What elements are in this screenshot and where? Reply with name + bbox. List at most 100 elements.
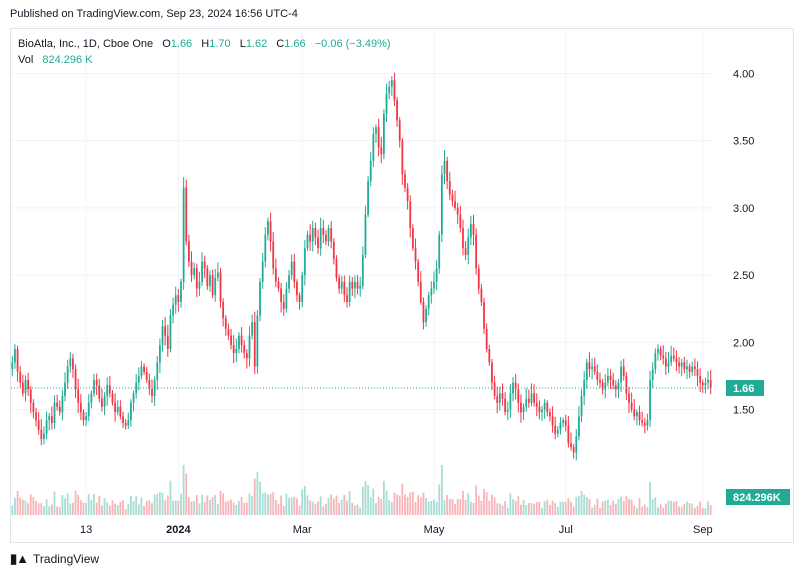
volume-bar <box>591 507 593 515</box>
candle-body <box>440 174 443 235</box>
candle-body <box>164 326 167 336</box>
volume-bar <box>699 501 702 515</box>
candle-body <box>567 425 570 444</box>
volume-bar <box>195 495 198 515</box>
volume-bar <box>101 505 103 515</box>
volume-badge-label: 824.296K <box>733 492 781 504</box>
candle-body <box>448 180 451 195</box>
y-tick-label: 4.00 <box>733 68 754 80</box>
volume-bar <box>607 499 609 515</box>
candle-body <box>85 416 88 421</box>
volume-bar <box>64 498 66 515</box>
candle-body <box>675 358 678 363</box>
volume-bar <box>393 492 396 515</box>
volume-bar <box>625 496 628 515</box>
candle-body <box>137 375 140 383</box>
candle-body <box>253 322 256 367</box>
candle-body <box>635 412 638 417</box>
volume-bar <box>103 498 106 515</box>
volume-bar <box>338 502 340 515</box>
volume-bar <box>585 497 588 515</box>
tradingview-logo-icon: ▮▲ <box>10 551 29 566</box>
volume-bar <box>32 497 35 515</box>
candle-body <box>306 234 309 249</box>
candle-body <box>90 393 93 403</box>
volume-bar <box>567 498 570 515</box>
volume-bar <box>649 482 651 515</box>
volume-bar <box>380 499 383 515</box>
volume-bar <box>95 502 98 515</box>
volume-bar <box>143 505 145 515</box>
volume-bar <box>240 496 243 515</box>
volume-bar <box>158 492 161 515</box>
candle-body <box>43 433 45 440</box>
volume-bar <box>93 494 95 515</box>
candle-body <box>488 349 491 363</box>
candle-body <box>166 335 169 350</box>
candle-body <box>343 281 346 296</box>
candle-body <box>433 281 435 289</box>
candle-body <box>691 366 694 372</box>
candle-body <box>664 358 667 367</box>
candle-body <box>607 375 609 383</box>
volume-bar <box>628 498 630 515</box>
volume-bar <box>462 490 464 515</box>
volume-bar <box>533 503 536 515</box>
volume-bar <box>638 497 641 515</box>
volume-bar <box>79 500 82 515</box>
candle-body <box>438 234 441 269</box>
volume-bar <box>164 500 167 515</box>
volume-bar <box>377 496 380 515</box>
volume-bar <box>14 497 16 515</box>
volume-bar <box>480 500 483 515</box>
candle-body <box>288 275 290 289</box>
volume-bar <box>546 499 549 515</box>
volume-bar <box>314 504 317 515</box>
volume-bar <box>325 503 327 515</box>
candle-body <box>628 393 630 403</box>
candle-body <box>140 366 143 376</box>
candle-body <box>498 393 501 403</box>
volume-bar <box>570 501 572 515</box>
candle-body <box>114 402 116 413</box>
volume-bar <box>16 490 19 515</box>
volume-badge <box>726 489 790 505</box>
volume-bar <box>425 498 427 515</box>
candle-body <box>549 412 551 417</box>
volume-bar <box>520 504 522 515</box>
candle-body <box>322 228 325 235</box>
candle-body <box>198 281 201 289</box>
volume-bar <box>435 501 438 515</box>
volume-bar <box>256 472 259 515</box>
candle-body <box>688 366 691 372</box>
candle-body <box>301 275 304 302</box>
volume-bar <box>680 506 683 515</box>
volume-bar <box>588 498 591 515</box>
y-tick-label: 1.50 <box>733 405 754 417</box>
volume-bar <box>50 504 53 515</box>
volume-bar <box>630 499 633 515</box>
symbol-name[interactable]: BioAtla, Inc., 1D, Cboe One <box>18 38 154 50</box>
volume-bar <box>654 497 657 515</box>
candle-body <box>396 100 398 121</box>
volume-bar <box>383 480 385 515</box>
volume-bar <box>398 495 401 515</box>
y-tick-label: 2.50 <box>733 270 754 282</box>
volume-bar <box>172 500 174 515</box>
candle-body <box>95 379 98 386</box>
volume-bar <box>670 500 673 515</box>
candle-body <box>264 234 267 262</box>
candle-body <box>578 416 580 437</box>
volume-bar <box>483 489 485 515</box>
candle-body <box>527 398 530 403</box>
candle-body <box>309 234 312 242</box>
volume-bar <box>448 498 451 515</box>
volume-bar <box>19 497 22 515</box>
volume-bar <box>261 493 264 515</box>
volume-bar <box>119 501 122 515</box>
x-tick-label: Jul <box>559 524 573 536</box>
candle-body <box>633 409 636 417</box>
low-label: L <box>239 38 246 50</box>
candle-body <box>61 396 64 413</box>
